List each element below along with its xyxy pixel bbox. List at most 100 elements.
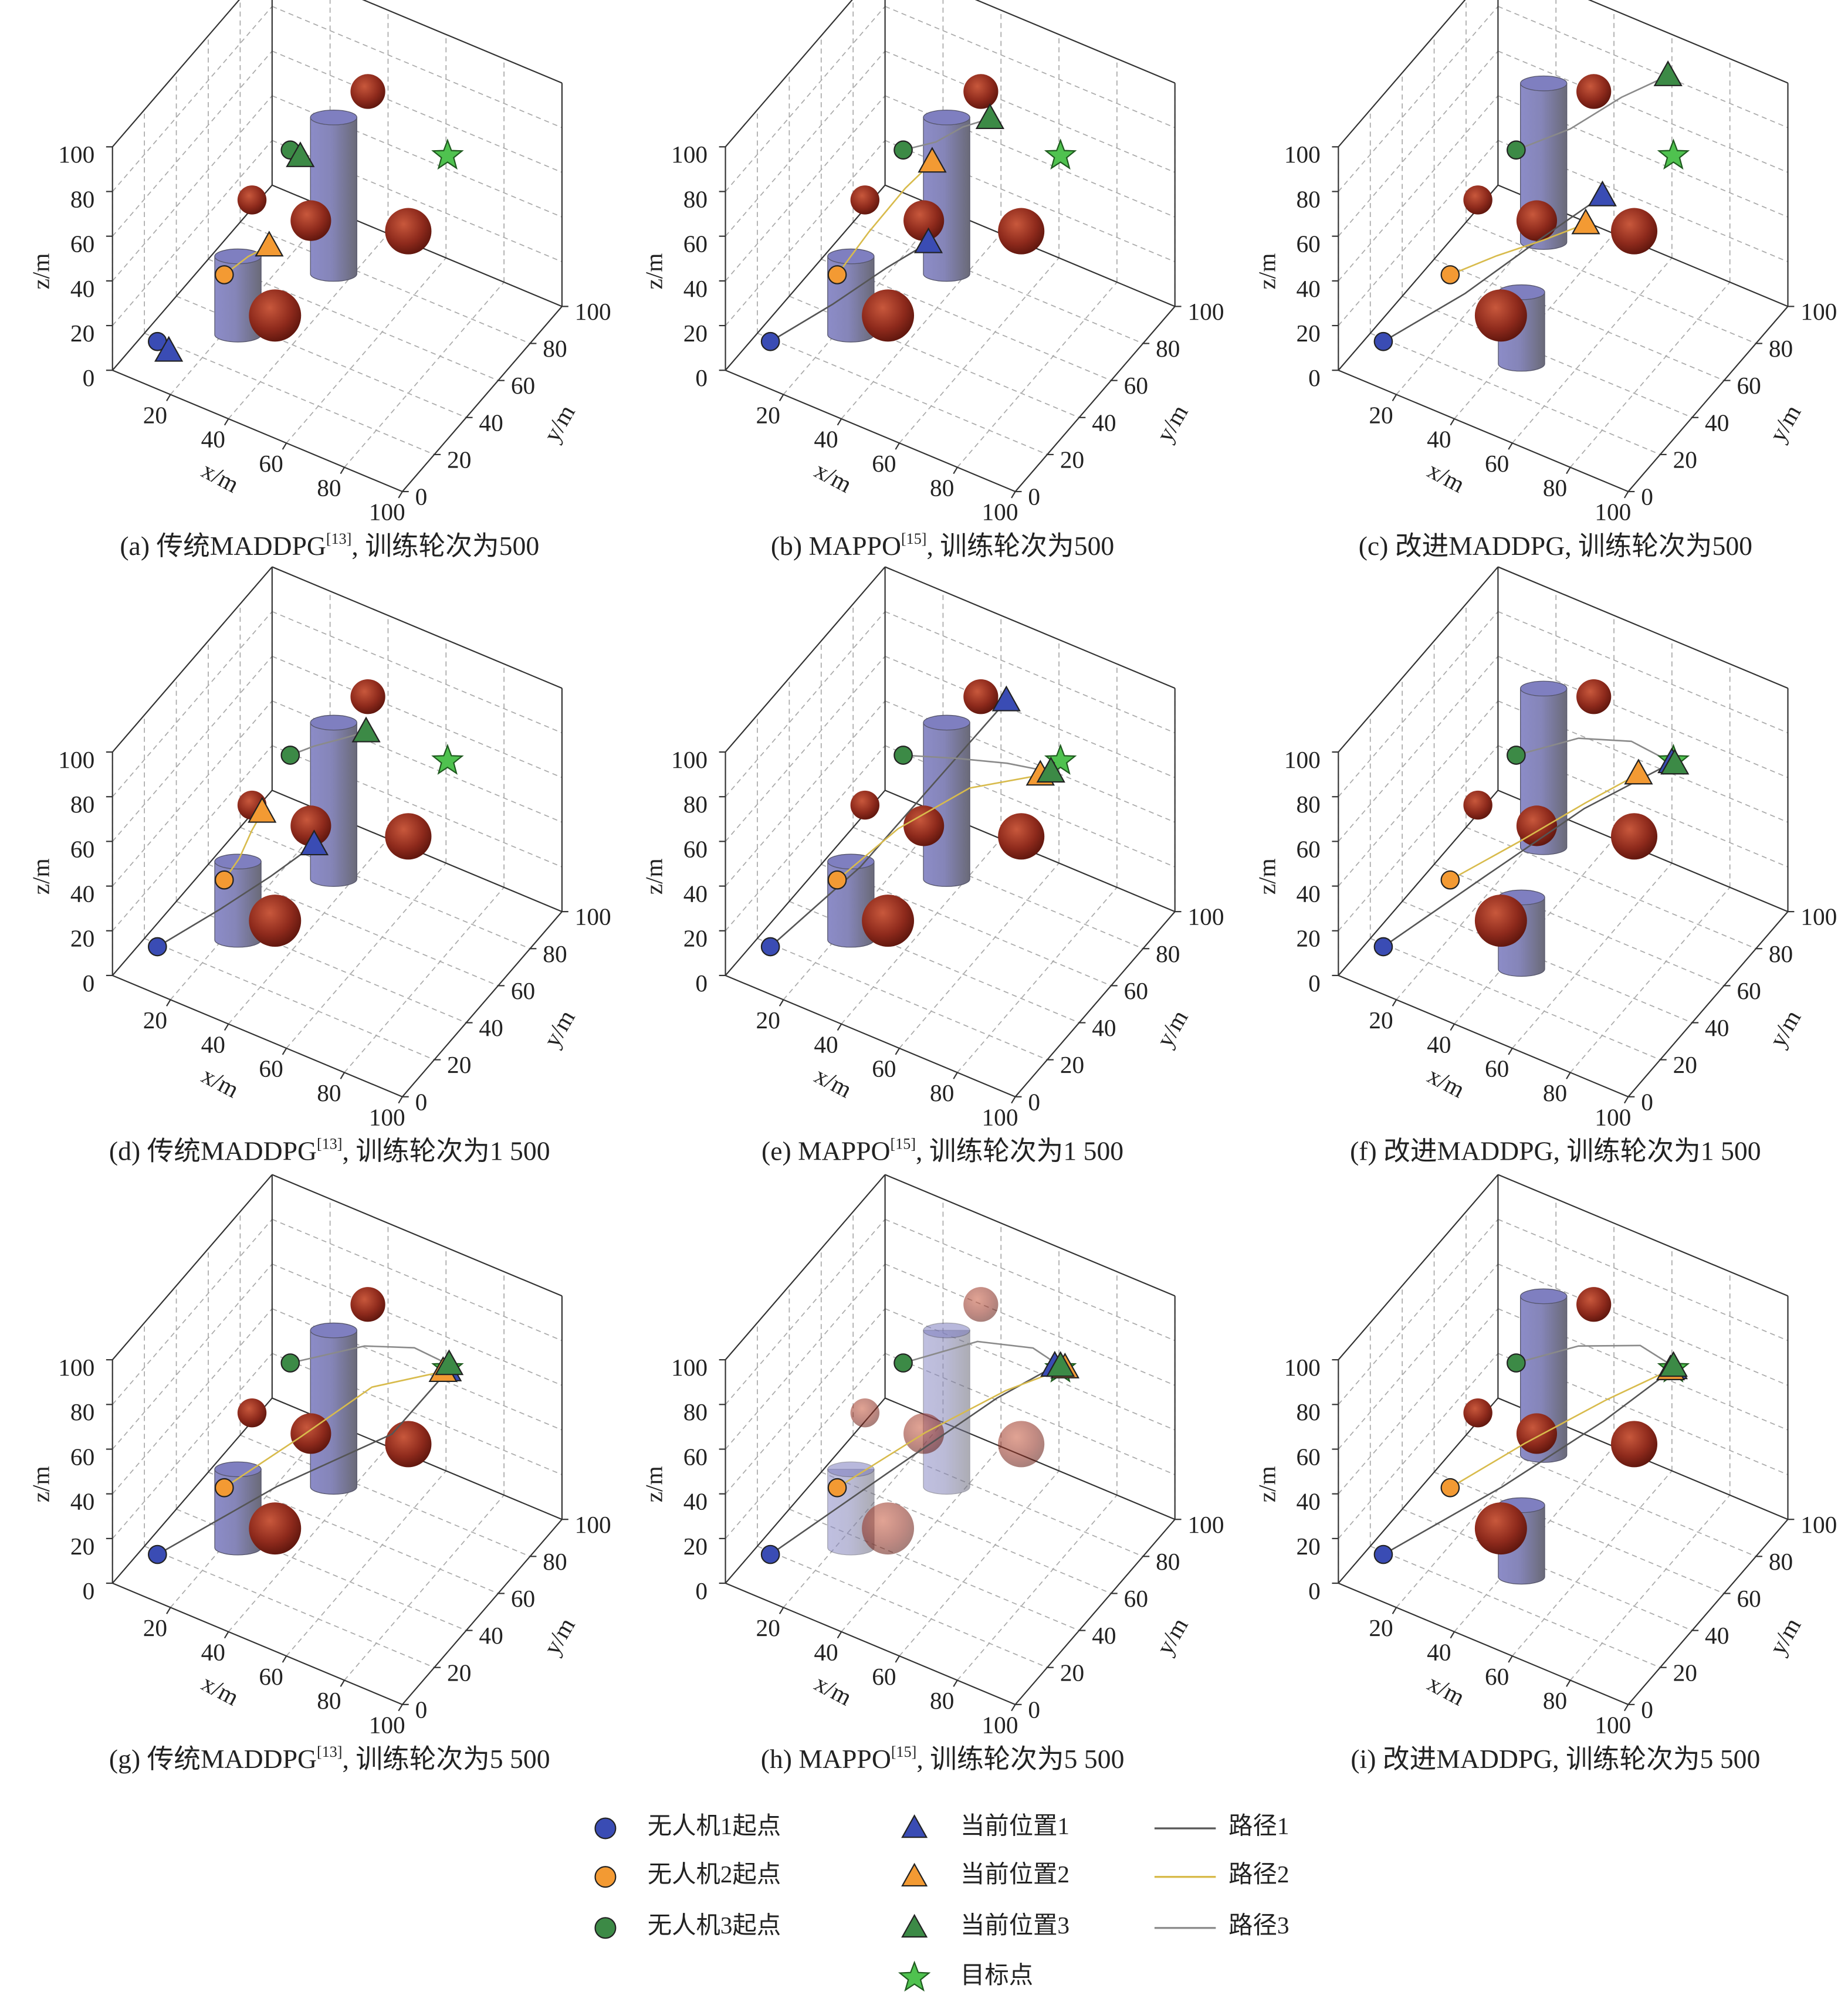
x-tick-label: 20 bbox=[1369, 1614, 1393, 1641]
y-tick-label: 20 bbox=[1673, 1659, 1697, 1686]
z-tick-label: 20 bbox=[70, 1533, 94, 1560]
x-tick-label: 20 bbox=[1369, 1007, 1393, 1034]
x-tick-label: 60 bbox=[1485, 1055, 1509, 1082]
uav-path bbox=[157, 1370, 448, 1556]
current-position bbox=[1624, 758, 1653, 785]
grid-line bbox=[885, 50, 1176, 173]
z-tick-label: 60 bbox=[1297, 1443, 1321, 1470]
tick-mark bbox=[953, 1072, 958, 1079]
grid-line bbox=[725, 1353, 886, 1539]
x-axis-label: x/m bbox=[1423, 1062, 1469, 1103]
axis-edge bbox=[1014, 911, 1176, 1097]
start-point bbox=[893, 140, 913, 160]
sphere-obstacle bbox=[850, 790, 880, 820]
sphere-obstacle bbox=[1463, 790, 1492, 820]
grid-line bbox=[1338, 656, 1499, 842]
grid-line bbox=[1498, 745, 1788, 868]
axis-edge bbox=[725, 1397, 886, 1584]
grid-line bbox=[272, 1263, 563, 1386]
grid-line bbox=[725, 0, 853, 147]
z-tick-label: 100 bbox=[671, 141, 708, 168]
grid-line bbox=[272, 1308, 563, 1431]
sphere-obstacle bbox=[1474, 895, 1527, 947]
grid-line bbox=[286, 258, 446, 443]
y-axis-label: y/m bbox=[1151, 1005, 1193, 1052]
cylinder-top bbox=[923, 714, 970, 731]
z-tick-label: 20 bbox=[70, 925, 94, 952]
grid-line bbox=[1402, 900, 1693, 1024]
x-tick-label: 60 bbox=[259, 1663, 283, 1690]
grid-line bbox=[112, 611, 273, 797]
sphere-obstacle bbox=[963, 1287, 999, 1322]
tick-mark bbox=[1011, 1704, 1016, 1712]
sphere-obstacle bbox=[862, 1502, 915, 1555]
start-point bbox=[1440, 265, 1460, 284]
sphere-obstacle bbox=[237, 185, 267, 215]
z-tick-label: 80 bbox=[70, 791, 94, 818]
x-axis-label: x/m bbox=[810, 1669, 856, 1711]
tick-mark bbox=[779, 1607, 784, 1614]
caption-text: , 训练轮次为500 bbox=[351, 531, 539, 561]
axis-edge bbox=[402, 306, 563, 492]
grid-line bbox=[208, 863, 499, 987]
y-tick-label: 0 bbox=[1028, 483, 1040, 510]
cylinder-obstacle bbox=[923, 117, 970, 282]
tick-mark bbox=[282, 1655, 287, 1663]
grid-line bbox=[208, 259, 499, 381]
z-tick-label: 0 bbox=[83, 1577, 95, 1604]
grid-line bbox=[725, 611, 886, 797]
x-tick-label: 40 bbox=[201, 426, 225, 453]
tick-mark bbox=[282, 1048, 287, 1055]
caption-text: (g) 传统MADDPG bbox=[109, 1744, 317, 1774]
sphere-obstacle bbox=[249, 289, 302, 342]
x-tick-label: 60 bbox=[259, 450, 283, 477]
x-tick-label: 60 bbox=[1485, 1663, 1509, 1690]
y-tick-label: 0 bbox=[415, 1696, 428, 1723]
axis-edge bbox=[1497, 566, 1788, 689]
tick-mark bbox=[837, 1024, 842, 1031]
tick-mark bbox=[1450, 1024, 1455, 1031]
grid-line bbox=[757, 1546, 1048, 1668]
start-point bbox=[827, 265, 847, 284]
grid-line bbox=[1512, 258, 1673, 443]
z-tick-label: 100 bbox=[671, 1354, 708, 1381]
tick-mark bbox=[224, 418, 229, 426]
grid-line bbox=[885, 745, 1176, 868]
x-tick-label: 100 bbox=[369, 1103, 405, 1130]
grid-line bbox=[1434, 259, 1725, 381]
y-tick-label: 20 bbox=[447, 446, 471, 473]
grid-line bbox=[1338, 1353, 1499, 1539]
tick-mark bbox=[895, 1048, 900, 1055]
legend-label: 目标点 bbox=[960, 1962, 1033, 1989]
grid-line bbox=[1338, 1219, 1499, 1405]
grid-line bbox=[725, 6, 886, 192]
grid-line bbox=[1396, 1422, 1556, 1608]
x-tick-label: 20 bbox=[1369, 401, 1393, 428]
start-point bbox=[760, 1544, 780, 1564]
x-tick-label: 100 bbox=[1595, 1712, 1631, 1739]
start-point bbox=[1440, 1478, 1460, 1498]
grid-line bbox=[725, 1308, 886, 1495]
axis-edge bbox=[1014, 1519, 1176, 1705]
sphere-obstacle bbox=[249, 1502, 302, 1555]
axis-edge bbox=[725, 370, 1016, 493]
y-tick-label: 80 bbox=[543, 335, 567, 362]
x-tick-label: 80 bbox=[930, 474, 954, 501]
grid-line bbox=[144, 938, 435, 1061]
x-tick-label: 60 bbox=[872, 1055, 896, 1082]
y-tick-label: 80 bbox=[1156, 1548, 1180, 1575]
y-tick-label: 100 bbox=[1187, 903, 1224, 930]
axis-edge bbox=[725, 790, 886, 976]
axis-edge bbox=[112, 370, 403, 493]
grid-line bbox=[1434, 1471, 1725, 1594]
axis-edge bbox=[362, 0, 563, 84]
uav-path bbox=[903, 754, 1051, 773]
x-tick-label: 80 bbox=[1543, 474, 1567, 501]
y-tick-label: 40 bbox=[479, 409, 503, 436]
axis-edge bbox=[974, 0, 1176, 84]
y-tick-label: 40 bbox=[1092, 1014, 1116, 1041]
grid-line bbox=[112, 50, 273, 237]
grid-line bbox=[344, 1495, 505, 1681]
y-tick-label: 100 bbox=[575, 903, 611, 930]
